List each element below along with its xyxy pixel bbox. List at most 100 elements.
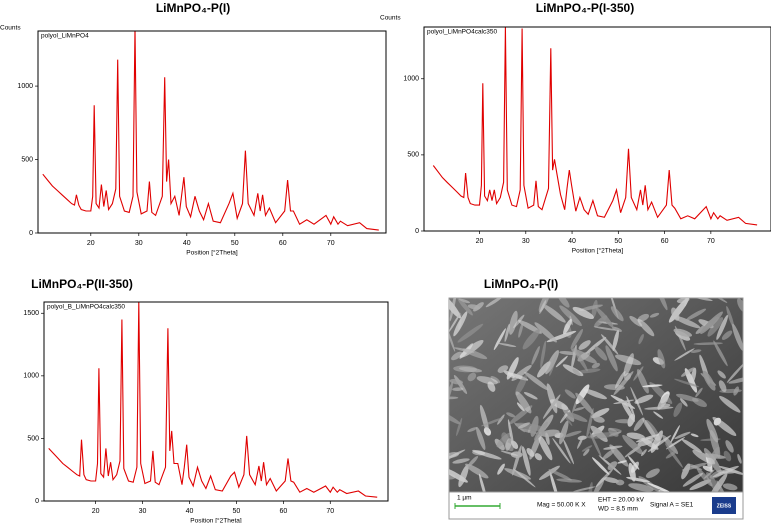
- sem-flake: [707, 317, 724, 337]
- sem-flake: [700, 453, 726, 459]
- sem-flake: [457, 323, 484, 343]
- sem-flake: [515, 375, 527, 396]
- sem-flake: [726, 362, 743, 383]
- xrd-line: [48, 302, 378, 498]
- sem-flake: [498, 342, 517, 347]
- y-tick-label: 1000: [17, 83, 33, 90]
- plot-frame: [423, 26, 771, 232]
- sem-flake: [630, 386, 644, 416]
- sem-flake: [610, 306, 624, 322]
- sem-flake: [637, 318, 655, 337]
- sem-flake: [682, 472, 704, 487]
- sem-flake: [656, 298, 668, 311]
- sem-flake: [674, 431, 691, 440]
- sem-flake: [716, 314, 729, 340]
- sem-flake: [496, 432, 512, 448]
- sem-flake: [602, 449, 615, 460]
- sem-flake: [451, 351, 463, 361]
- sem-flake: [607, 461, 618, 471]
- sem-flake: [497, 463, 505, 475]
- x-tick-label: 30: [522, 238, 530, 245]
- x-tick-label: 70: [327, 240, 335, 247]
- sem-flake: [675, 393, 699, 402]
- eht: EHT = 20.00 kV: [598, 497, 645, 504]
- sem-flake: [513, 468, 536, 488]
- x-tick-label: 70: [707, 238, 715, 245]
- sem-flake: [708, 473, 728, 492]
- x-tick-label: 50: [614, 238, 622, 245]
- sem-flake: [723, 450, 732, 462]
- sem-flake: [665, 436, 686, 450]
- sem-flake: [612, 329, 619, 351]
- sem-flake: [559, 420, 569, 445]
- sem-flake: [583, 388, 607, 400]
- sem-flake: [485, 298, 503, 308]
- plot-label: polyol_LiMnPO4calc350: [427, 29, 497, 36]
- sem-flake: [476, 427, 486, 450]
- sem-flake: [638, 333, 644, 345]
- sem-flake: [623, 353, 634, 377]
- xrd-line: [42, 31, 379, 231]
- sem-flake: [572, 306, 594, 320]
- sem-flake: [712, 416, 737, 437]
- sem-flake: [695, 387, 703, 398]
- y-tick-label: 500: [21, 156, 33, 163]
- sem-flake: [534, 453, 543, 461]
- sem-flake: [706, 418, 719, 443]
- sem-flake: [626, 476, 650, 483]
- sem-flake: [645, 468, 660, 479]
- sem-texture: [449, 298, 743, 492]
- sem-flake: [548, 469, 572, 481]
- plot-frame: [43, 301, 389, 502]
- sem-flake: [628, 462, 636, 482]
- sem-flake: [681, 463, 691, 480]
- sem-flake: [672, 315, 701, 329]
- sem-flake: [713, 340, 728, 367]
- sem-flake: [592, 457, 610, 475]
- sem-flake: [566, 412, 588, 422]
- sem-title: LiMnPO₄-P(I): [484, 277, 558, 291]
- plot-label: polyol_LiMnPO4: [41, 33, 89, 40]
- sem-flake: [572, 486, 596, 492]
- x-axis-label: Position [°2Theta]: [186, 249, 238, 257]
- sem-flake: [508, 310, 518, 335]
- sem-flake: [479, 404, 489, 434]
- scale-bar-label: 1 µm: [457, 495, 472, 502]
- sem-flake: [647, 482, 673, 492]
- sem-flake: [534, 421, 548, 441]
- x-tick-label: 60: [279, 508, 287, 515]
- sem-flake: [564, 389, 576, 399]
- sem-flake: [626, 396, 635, 418]
- sem-flake: [458, 298, 471, 304]
- sem-flake: [690, 349, 702, 353]
- x-tick-label: 60: [279, 240, 287, 247]
- sem-flake: [732, 323, 743, 351]
- sem-flake: [573, 406, 585, 411]
- sem-flake: [490, 376, 501, 384]
- sem-flake: [718, 380, 727, 392]
- sem-flake: [542, 304, 566, 323]
- sem-flake: [563, 430, 582, 438]
- sem-flake: [556, 478, 582, 483]
- sem-flake: [665, 450, 677, 459]
- sem-flake: [615, 479, 625, 486]
- sem-flake: [578, 304, 603, 311]
- sem-flake: [624, 444, 643, 458]
- sem-flake: [721, 330, 733, 340]
- magnification: Mag = 50.00 K X: [537, 502, 586, 509]
- sem-flake: [712, 465, 739, 478]
- sem-flake: [449, 298, 457, 322]
- sem-flake: [577, 435, 587, 441]
- sem-flake: [572, 368, 581, 377]
- sem-flake: [603, 477, 619, 483]
- y-tick-label: 0: [29, 230, 33, 237]
- sem-flake: [458, 464, 469, 488]
- sem-flake: [503, 370, 515, 379]
- sem-flake: [686, 308, 707, 321]
- sem-flake: [664, 443, 683, 468]
- x-axis-label: Position [°2Theta]: [190, 517, 242, 523]
- sem-flake: [636, 369, 649, 394]
- sem-flake: [633, 366, 644, 381]
- logo-box: [712, 497, 736, 514]
- sem-flake: [670, 425, 680, 443]
